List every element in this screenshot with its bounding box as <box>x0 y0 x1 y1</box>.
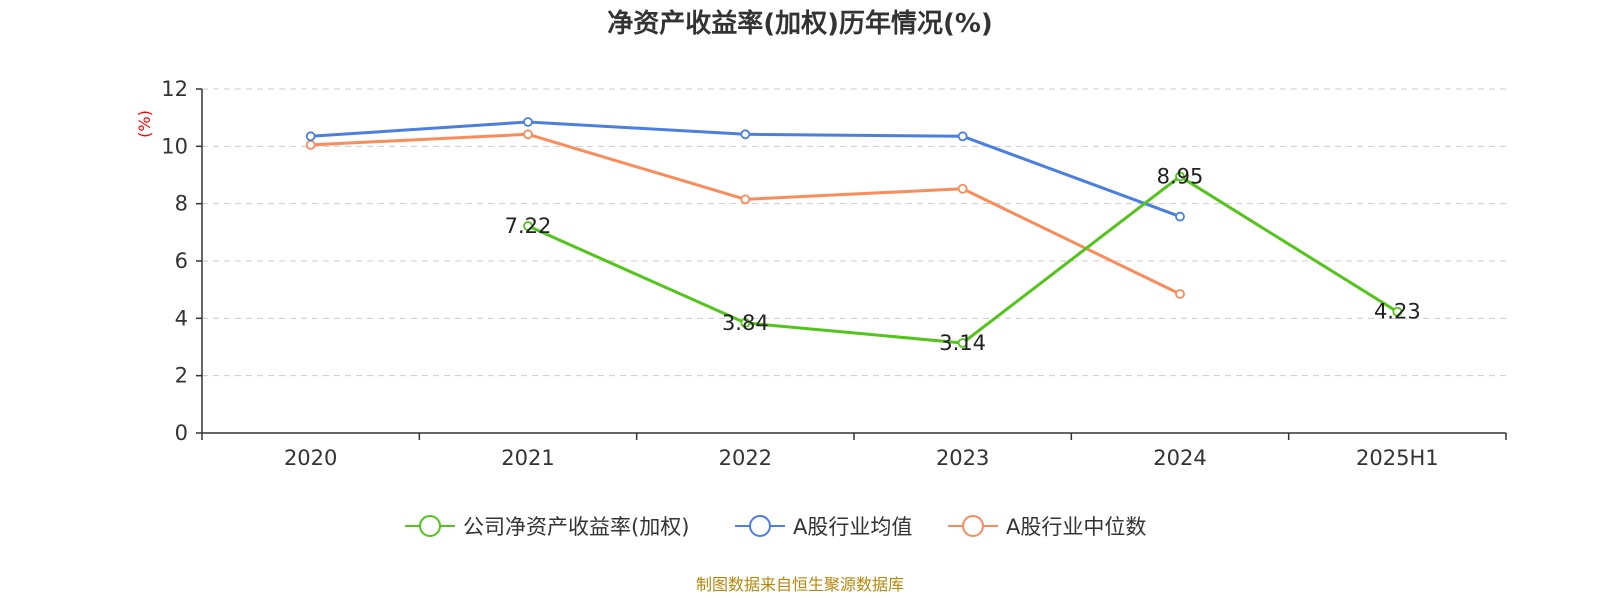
y-tick-label: 12 <box>161 77 188 101</box>
data-point <box>523 129 533 140</box>
x-tick-label: 2021 <box>501 446 554 470</box>
legend-marker-icon <box>962 515 984 537</box>
data-label: 8.95 <box>1157 164 1204 188</box>
y-tick-label: 2 <box>175 364 188 388</box>
data-label: 7.22 <box>505 214 552 238</box>
data-point <box>957 131 968 142</box>
y-tick-label: 10 <box>161 134 188 158</box>
data-point <box>957 338 968 348</box>
series-0 <box>523 171 1403 348</box>
data-point <box>1175 171 1185 182</box>
data-point <box>957 183 968 194</box>
x-tick-label: 2025H1 <box>1356 446 1439 470</box>
data-label: 3.84 <box>722 311 769 335</box>
y-tick-label: 0 <box>175 421 188 445</box>
y-tick-label: 8 <box>175 192 188 216</box>
data-point <box>740 194 751 205</box>
x-tick-label: 2020 <box>284 446 337 470</box>
data-point <box>523 117 533 127</box>
chart-title: 净资产收益率(加权)历年情况(%) <box>607 8 993 39</box>
data-point <box>305 139 316 150</box>
series-line <box>310 132 1181 296</box>
source-note: 制图数据来自恒生聚源数据库 <box>696 575 904 594</box>
legend-item[interactable]: 公司净资产收益率(加权) <box>405 515 689 539</box>
data-point <box>1175 289 1185 299</box>
legend-item[interactable]: A股行业均值 <box>735 515 912 539</box>
series-2 <box>305 129 1185 299</box>
x-tick-label: 2023 <box>936 446 989 470</box>
axes: 0 2 4 6 8 10 12 2020 2021 2022 2023 2024 2025H1 <box>161 77 1507 470</box>
series-lines <box>305 117 1403 348</box>
legend-label: 公司净资产收益率(加权) <box>463 515 689 539</box>
legend-marker-icon <box>419 515 441 537</box>
x-tick-label: 2024 <box>1153 446 1206 470</box>
legend-label: A股行业中位数 <box>1006 515 1146 539</box>
data-point <box>740 129 751 140</box>
data-point <box>523 221 533 231</box>
series-1 <box>305 117 1185 222</box>
y-axis-label: (%) <box>135 110 154 138</box>
x-tick-label: 2022 <box>719 446 772 470</box>
data-label: 3.14 <box>939 331 986 355</box>
legend-marker-icon <box>749 515 771 537</box>
legend-item[interactable]: A股行业中位数 <box>948 515 1146 539</box>
data-labels: 7.22 3.84 3.14 8.95 4.23 <box>505 164 1421 355</box>
data-point <box>740 318 751 328</box>
grid-lines <box>202 88 1506 377</box>
data-label: 4.23 <box>1374 300 1421 324</box>
legend[interactable]: 公司净资产收益率(加权) A股行业均值 A股行业中位数 <box>405 515 1146 539</box>
y-tick-label: 6 <box>175 249 188 273</box>
y-tick-label: 4 <box>175 306 188 330</box>
legend-label: A股行业均值 <box>793 515 912 539</box>
data-point <box>1175 211 1185 222</box>
data-point <box>305 131 316 142</box>
data-point <box>1392 306 1403 317</box>
